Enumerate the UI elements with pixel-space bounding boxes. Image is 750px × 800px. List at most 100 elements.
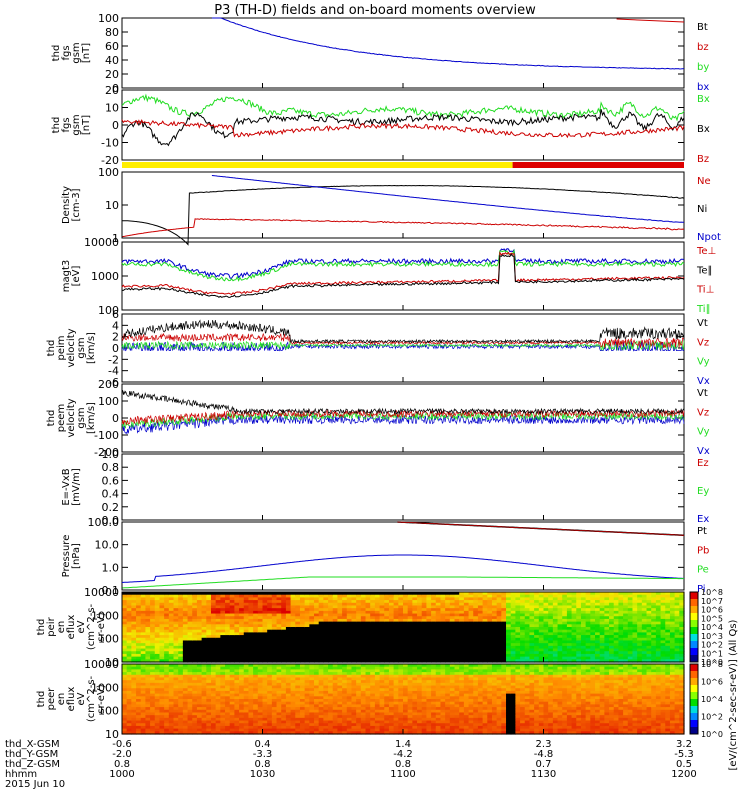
- spectrogram-cell: [388, 592, 395, 596]
- spectrogram-cell: [140, 731, 147, 735]
- spectrogram-cell: [314, 677, 320, 681]
- legend-bt: Bt: [697, 22, 708, 33]
- spectrogram-cell: [253, 699, 259, 703]
- spectrogram-cell: [332, 704, 339, 708]
- spectrogram-cell: [206, 717, 212, 722]
- spectrogram-cell: [510, 656, 516, 660]
- spectrogram-cell: [182, 605, 189, 609]
- spectrogram-cell: [660, 594, 666, 598]
- spectrogram-cell: [393, 635, 399, 639]
- spectrogram-cell: [243, 712, 250, 716]
- spectrogram-cell: [196, 666, 203, 670]
- spectrogram-cell: [126, 648, 132, 652]
- spectrogram-cell: [304, 664, 310, 668]
- spectrogram-cell: [285, 666, 292, 670]
- spectrogram-cell: [281, 677, 287, 681]
- spectrogram-cell: [431, 627, 437, 631]
- spectrogram-cell: [145, 610, 151, 615]
- spectrogram-cell: [215, 632, 221, 636]
- spectrogram-cell: [201, 720, 207, 724]
- spectrogram-cell: [440, 645, 446, 650]
- spectrogram-cell: [398, 728, 404, 732]
- spectrogram-cell: [225, 637, 231, 642]
- spectrogram-cell: [342, 608, 348, 612]
- spectrogram-cell: [463, 632, 470, 636]
- spectrogram-cell: [426, 618, 432, 623]
- spectrogram-cell: [365, 682, 371, 687]
- spectrogram-cell: [281, 616, 287, 620]
- spectrogram-cell: [393, 618, 399, 623]
- spectrogram-cell: [210, 666, 217, 670]
- spectrogram-cell: [407, 592, 413, 596]
- spectrogram-cell: [627, 648, 634, 652]
- spectrogram-cell: [290, 685, 296, 689]
- spectrogram-cell: [468, 600, 474, 604]
- spectrogram-cell: [646, 594, 652, 598]
- spectrogram-cell: [126, 597, 132, 601]
- spectrogram-cell: [210, 594, 217, 598]
- spectrogram-cell: [234, 672, 240, 676]
- spectrogram-cell: [562, 643, 568, 647]
- spectrogram-cell: [403, 653, 409, 658]
- spectrogram-cell: [627, 637, 634, 642]
- spectrogram-cell: [210, 659, 217, 663]
- spectrogram-cell: [126, 624, 132, 628]
- spectrogram-cell: [178, 712, 184, 716]
- spectrogram-cell: [655, 592, 662, 596]
- spectrogram-cell: [178, 696, 184, 700]
- spectrogram-cell: [299, 651, 306, 655]
- spectrogram-cell: [225, 597, 231, 601]
- spectrogram-cell: [182, 731, 189, 735]
- spectrogram-cell: [122, 645, 128, 650]
- spectrogram-cell: [262, 666, 268, 670]
- spectrogram-cell: [679, 656, 685, 660]
- spectrogram-cell: [248, 717, 254, 722]
- spectrogram-cell: [384, 605, 390, 609]
- spectrogram-cell: [201, 677, 207, 681]
- spectrogram-cell: [580, 608, 587, 612]
- spectrogram-cell: [342, 637, 348, 642]
- spectrogram-cell: [407, 640, 413, 644]
- legend-ey: Ey: [697, 486, 709, 497]
- spectrogram-cell: [159, 600, 165, 604]
- spectrogram-cell: [660, 629, 666, 633]
- spectrogram-cell: [150, 725, 156, 730]
- spectrogram-cell: [637, 616, 643, 620]
- spectrogram-cell: [538, 594, 545, 598]
- spectrogram-cell: [154, 659, 161, 663]
- spectrogram-cell: [253, 709, 259, 714]
- spectrogram-cell: [150, 632, 156, 636]
- spectrogram-cell: [674, 648, 680, 652]
- te-par-trace: [122, 253, 685, 298]
- spectrogram-cell: [182, 659, 189, 663]
- spectrogram-cell: [318, 682, 324, 687]
- spectrogram-cell: [393, 666, 399, 670]
- spectrogram-cell: [360, 629, 367, 633]
- spectrogram-cell: [398, 605, 404, 609]
- spectrogram-cell: [150, 682, 156, 687]
- spectrogram-cell: [534, 618, 540, 623]
- spectrogram-cell: [351, 621, 357, 625]
- spectrogram-cell: [145, 682, 151, 687]
- spectrogram-cell: [515, 621, 521, 625]
- spectrogram-cell: [154, 635, 161, 639]
- spectrogram-cell: [351, 632, 357, 636]
- spectrogram-cell: [182, 715, 189, 719]
- spectrogram-cell: [595, 624, 601, 628]
- spectrogram-cell: [196, 712, 203, 716]
- spectrogram-cell: [140, 610, 147, 615]
- spectrogram-cell: [262, 725, 268, 730]
- spectrogram-cell: [253, 720, 259, 724]
- spectrogram-cell: [510, 624, 516, 628]
- spectrogram-cell: [192, 629, 198, 633]
- spectrogram-cell: [318, 728, 324, 732]
- spectrogram-cell: [262, 701, 268, 705]
- spectrogram-cell: [332, 621, 339, 625]
- spectrogram-cell: [154, 699, 161, 703]
- spectrogram-cell: [164, 616, 170, 620]
- spectrogram-cell: [609, 637, 615, 642]
- spectrogram-cell: [426, 624, 432, 628]
- spectrogram-cell: [253, 725, 259, 730]
- spectrogram-cell: [220, 672, 226, 676]
- spectrogram-cell: [201, 688, 207, 692]
